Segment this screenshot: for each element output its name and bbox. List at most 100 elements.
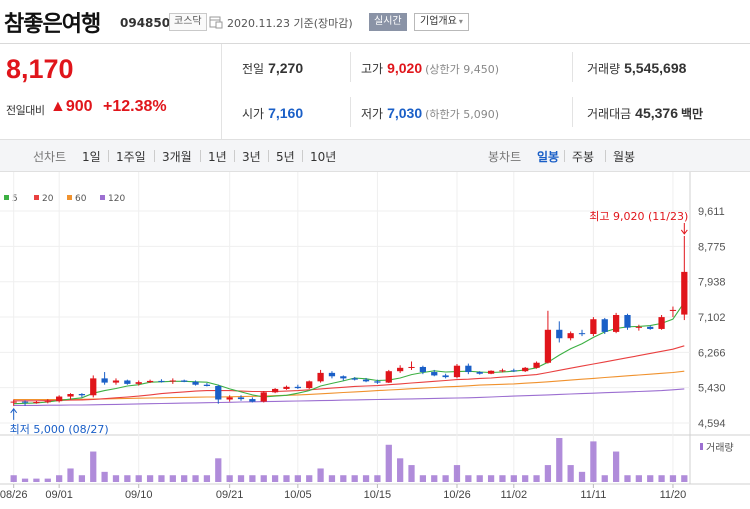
volume-bar (408, 465, 415, 482)
candle-body (317, 372, 324, 382)
volume-bar (158, 475, 165, 482)
candle-body (226, 397, 233, 400)
stat-value: 9,020 (387, 60, 423, 76)
volume-bar (112, 475, 120, 482)
volume-bar (271, 475, 279, 482)
stat-high: 고가 9,020 (상한가 9,450) (361, 60, 499, 77)
period-5y[interactable]: 5년 (276, 150, 295, 164)
stat-value: 7,270 (268, 60, 304, 76)
price-chart[interactable]: 9,611 8,775 7,938 7,102 6,266 5,430 4,594 08/26… (0, 172, 750, 509)
volume-bar (101, 471, 108, 482)
candle-body (578, 333, 586, 335)
market-badge: 코스닥 (169, 13, 207, 31)
volume-bar (362, 475, 370, 482)
candle-body (601, 319, 608, 332)
divider (605, 150, 606, 162)
period-1d[interactable]: 1일 (82, 150, 101, 164)
down-arrow-icon (680, 229, 688, 235)
x-tick-label: 11/11 (580, 489, 606, 501)
volume-bar (192, 475, 199, 482)
candle-body (146, 380, 154, 383)
candle-body (556, 329, 563, 339)
period-1w[interactable]: 1주일 (116, 150, 146, 164)
x-tick-label: 10/26 (443, 489, 471, 501)
candle-body (567, 333, 574, 339)
candle-body (169, 380, 176, 382)
volume-bar (374, 475, 381, 482)
candle-body (21, 401, 29, 403)
candle-body (590, 319, 597, 335)
volume-bar (453, 465, 461, 482)
volume-bar (556, 438, 563, 482)
legend-swatch (67, 195, 72, 200)
x-tick-label: 11/02 (500, 489, 527, 501)
volume-bar (226, 475, 233, 482)
candle-weekly[interactable]: 주봉 (572, 150, 595, 164)
stat-label: 전일 (242, 62, 265, 76)
volume-bar (510, 475, 517, 482)
company-info-dropdown[interactable]: 기업개요 ▾ (414, 13, 469, 31)
stat-label: 거래량 (587, 62, 621, 76)
stat-value: 5,545,698 (624, 60, 687, 76)
candle-body (487, 370, 495, 374)
period-1y[interactable]: 1년 (208, 150, 227, 164)
calendar-icon (209, 16, 223, 29)
volume-bar (283, 475, 290, 482)
realtime-button[interactable]: 실시간 (369, 13, 407, 31)
stat-value: 7,160 (268, 105, 304, 121)
ma20-line (13, 345, 685, 402)
base-date: 2020.11.23 기준(장마감) (227, 17, 353, 30)
candle-monthly[interactable]: 월봉 (613, 150, 636, 164)
volume-bar (237, 475, 245, 482)
line-chart-tab[interactable]: 선차트 (33, 150, 67, 164)
ma120-line (13, 388, 685, 406)
change-label: 전일대비 (6, 104, 45, 117)
x-tick-label: 09/10 (125, 489, 153, 501)
y-tick-label: 7,102 (698, 312, 726, 324)
stat-value: 7,030 (387, 105, 423, 121)
legend-label: 5 (12, 194, 18, 204)
volume-bar (317, 468, 324, 482)
candle-body (112, 380, 120, 383)
y-tick-label: 8,775 (698, 241, 726, 253)
candle-chart-tab[interactable]: 봉차트 (488, 150, 522, 164)
x-tick-label: 11/20 (660, 489, 687, 501)
stat-open: 시가 7,160 (242, 105, 303, 122)
period-10y[interactable]: 10년 (310, 150, 337, 164)
candle-daily[interactable]: 일봉 (537, 150, 560, 164)
candle-body (124, 380, 131, 384)
volume-bar (669, 475, 677, 482)
divider (108, 150, 109, 162)
candle-body (294, 386, 301, 389)
volume-bar (351, 475, 358, 482)
stock-name: 참좋은여행 (4, 12, 101, 37)
volume-bar (260, 475, 267, 482)
stat-label: 저가 (361, 107, 384, 121)
volume-bar (44, 478, 51, 482)
volume-bar (681, 475, 688, 482)
candle-body (135, 382, 142, 384)
divider (564, 150, 565, 162)
chevron-down-icon: ▾ (458, 17, 463, 26)
stock-code: 094850 (120, 16, 171, 30)
legend-label: 60 (75, 194, 87, 204)
candle-body (283, 386, 290, 389)
volume-bar (635, 475, 642, 482)
price-summary: 8,170 전일대비 ▲900 +12.38% (0, 44, 222, 139)
x-tick-label: 09/01 (45, 489, 73, 501)
volume-bar (442, 475, 449, 482)
volume-bar (146, 475, 154, 482)
stat-unit: 백만 (681, 107, 704, 121)
stat-low: 저가 7,030 (하한가 5,090) (361, 105, 499, 122)
volume-bar (522, 475, 529, 482)
period-3m[interactable]: 3개월 (162, 150, 192, 164)
candle-body (612, 314, 620, 332)
legend-swatch (4, 195, 9, 200)
candle-body (635, 326, 642, 328)
candle-body (351, 378, 358, 380)
volume-bar (21, 478, 29, 482)
x-tick-label: 08/26 (0, 489, 27, 501)
company-info-label: 기업개요 (420, 16, 457, 27)
period-3y[interactable]: 3년 (242, 150, 261, 164)
stat-note: (하한가 5,090) (425, 108, 500, 121)
